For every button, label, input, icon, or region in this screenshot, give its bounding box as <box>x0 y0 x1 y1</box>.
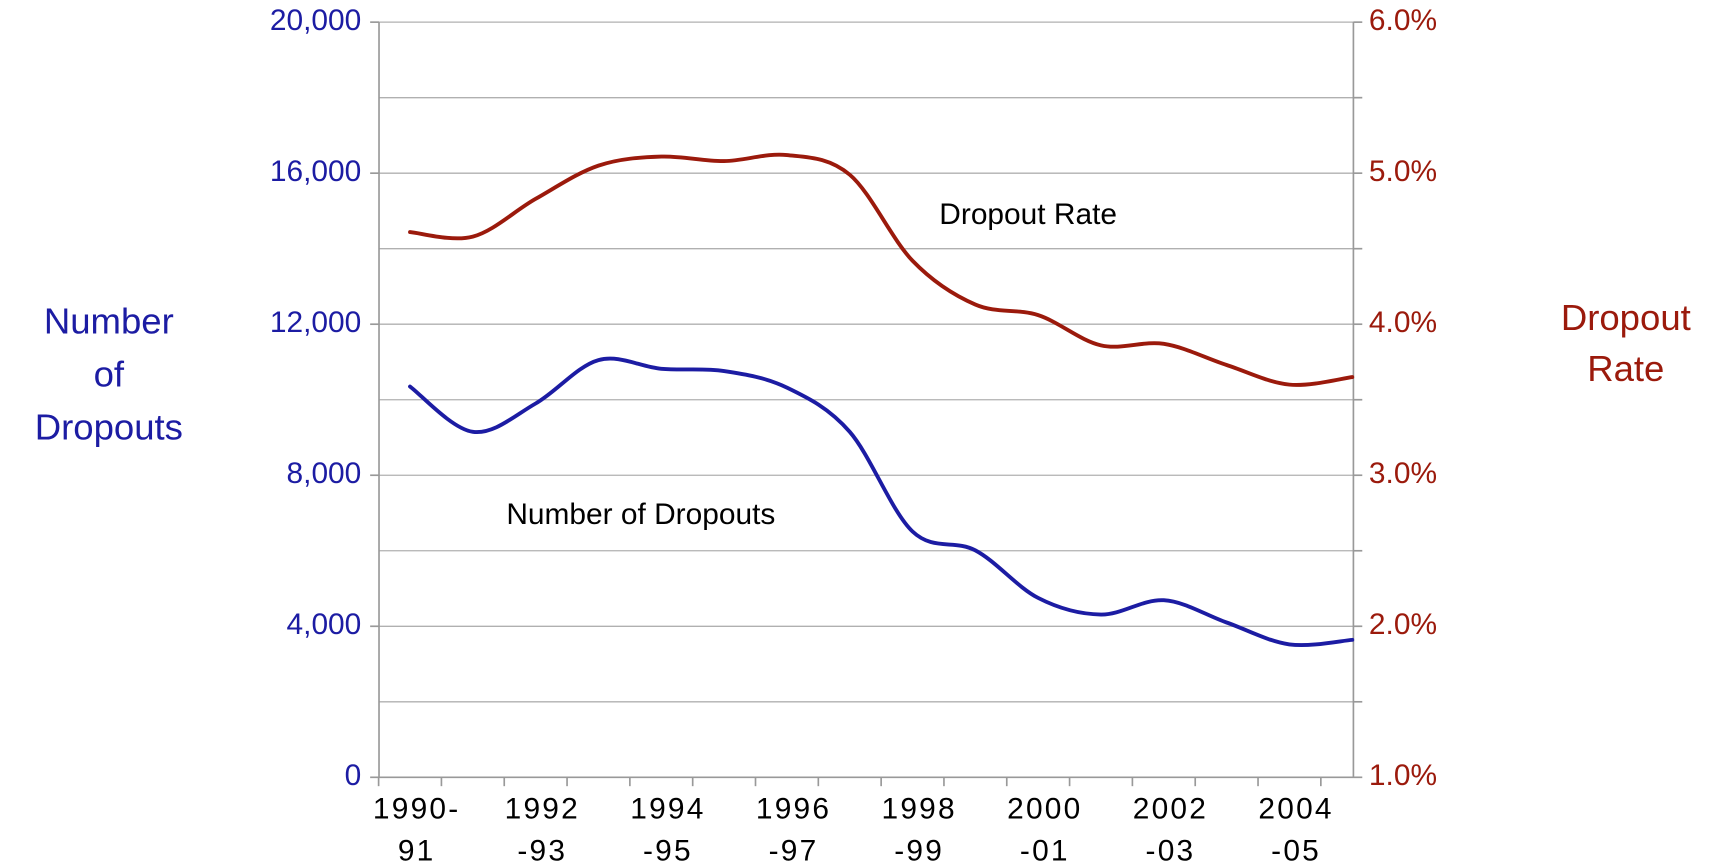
y2-tick-label: 3.0% <box>1369 457 1437 490</box>
y2-tick-label: 1.0% <box>1369 759 1437 792</box>
y-axis-title: Number of Dropouts <box>35 300 183 447</box>
series-annotation: Dropout Rate <box>939 198 1117 231</box>
y2-tick-label: 4.0% <box>1369 306 1437 339</box>
x-tick-label: 1990-91 <box>373 792 460 867</box>
x-tick-label: 1996 -97 <box>756 792 831 867</box>
y-tick-label: 20,000 <box>270 4 361 37</box>
x-tick-label: 2002 -03 <box>1133 792 1208 867</box>
y2-tick-label: 6.0% <box>1369 4 1437 37</box>
y-tick-label: 0 <box>345 759 362 792</box>
y-tick-label: 16,000 <box>270 155 361 188</box>
x-tick-label: 2000 -01 <box>1007 792 1082 867</box>
y2-tick-label: 5.0% <box>1369 155 1437 188</box>
x-tick-label: 1994 -95 <box>630 792 705 867</box>
y-tick-label: 8,000 <box>287 457 362 490</box>
series-annotation: Number of Dropouts <box>506 498 775 531</box>
y2-axis-title: Dropout Rate <box>1561 297 1691 389</box>
x-tick-label: 1998 -99 <box>882 792 957 867</box>
x-tick-label: 2004 -05 <box>1258 792 1333 867</box>
x-tick-label: 1992 -93 <box>505 792 580 867</box>
y-tick-label: 4,000 <box>287 608 362 641</box>
y-tick-label: 12,000 <box>270 306 361 339</box>
series-line <box>408 152 1355 387</box>
series-line <box>408 356 1355 648</box>
y2-tick-label: 2.0% <box>1369 608 1437 641</box>
